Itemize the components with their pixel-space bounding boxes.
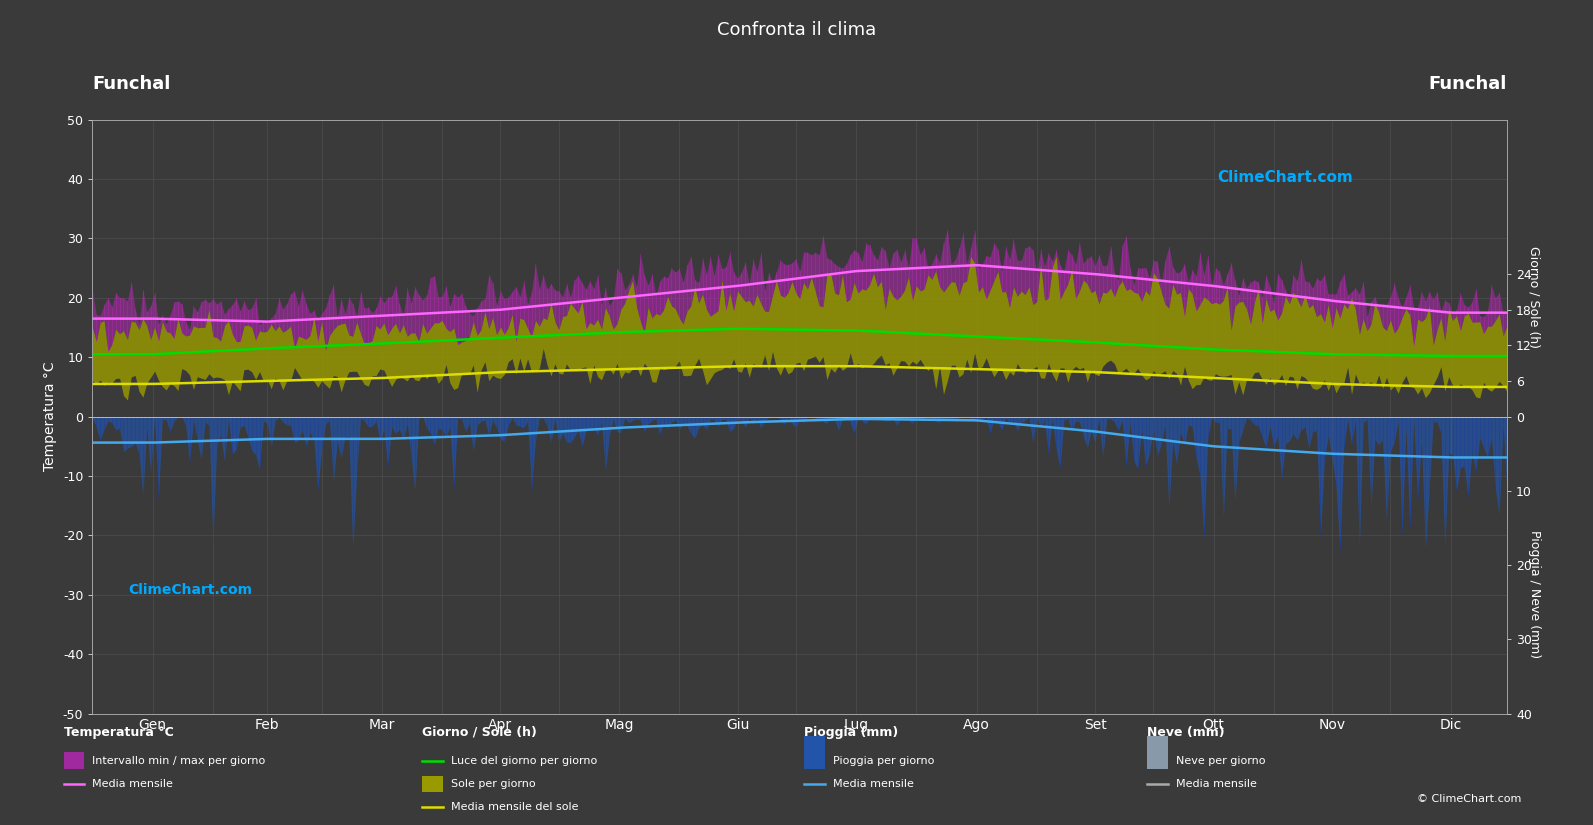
Text: Funchal: Funchal <box>92 75 170 93</box>
Text: Media mensile: Media mensile <box>92 779 174 789</box>
Text: Pioggia (mm): Pioggia (mm) <box>804 726 898 739</box>
Text: Temperatura °C: Temperatura °C <box>64 726 174 739</box>
Text: Media mensile: Media mensile <box>1176 779 1257 789</box>
Y-axis label: Temperatura °C: Temperatura °C <box>43 362 57 471</box>
Text: Confronta il clima: Confronta il clima <box>717 21 876 39</box>
Text: Neve (mm): Neve (mm) <box>1147 726 1225 739</box>
Text: ClimeChart.com: ClimeChart.com <box>1217 170 1352 185</box>
Text: © ClimeChart.com: © ClimeChart.com <box>1416 794 1521 804</box>
Text: Intervallo min / max per giorno: Intervallo min / max per giorno <box>92 756 266 766</box>
Text: Giorno / Sole (h): Giorno / Sole (h) <box>1528 246 1540 348</box>
Text: Media mensile del sole: Media mensile del sole <box>451 802 578 812</box>
Text: Media mensile: Media mensile <box>833 779 914 789</box>
Text: Luce del giorno per giorno: Luce del giorno per giorno <box>451 756 597 766</box>
Text: Giorno / Sole (h): Giorno / Sole (h) <box>422 726 537 739</box>
Text: Neve per giorno: Neve per giorno <box>1176 756 1265 766</box>
Text: Pioggia per giorno: Pioggia per giorno <box>833 756 935 766</box>
Text: Funchal: Funchal <box>1429 75 1507 93</box>
Text: ClimeChart.com: ClimeChart.com <box>127 583 252 597</box>
Text: Pioggia / Neve (mm): Pioggia / Neve (mm) <box>1528 530 1540 658</box>
Text: Sole per giorno: Sole per giorno <box>451 779 535 789</box>
